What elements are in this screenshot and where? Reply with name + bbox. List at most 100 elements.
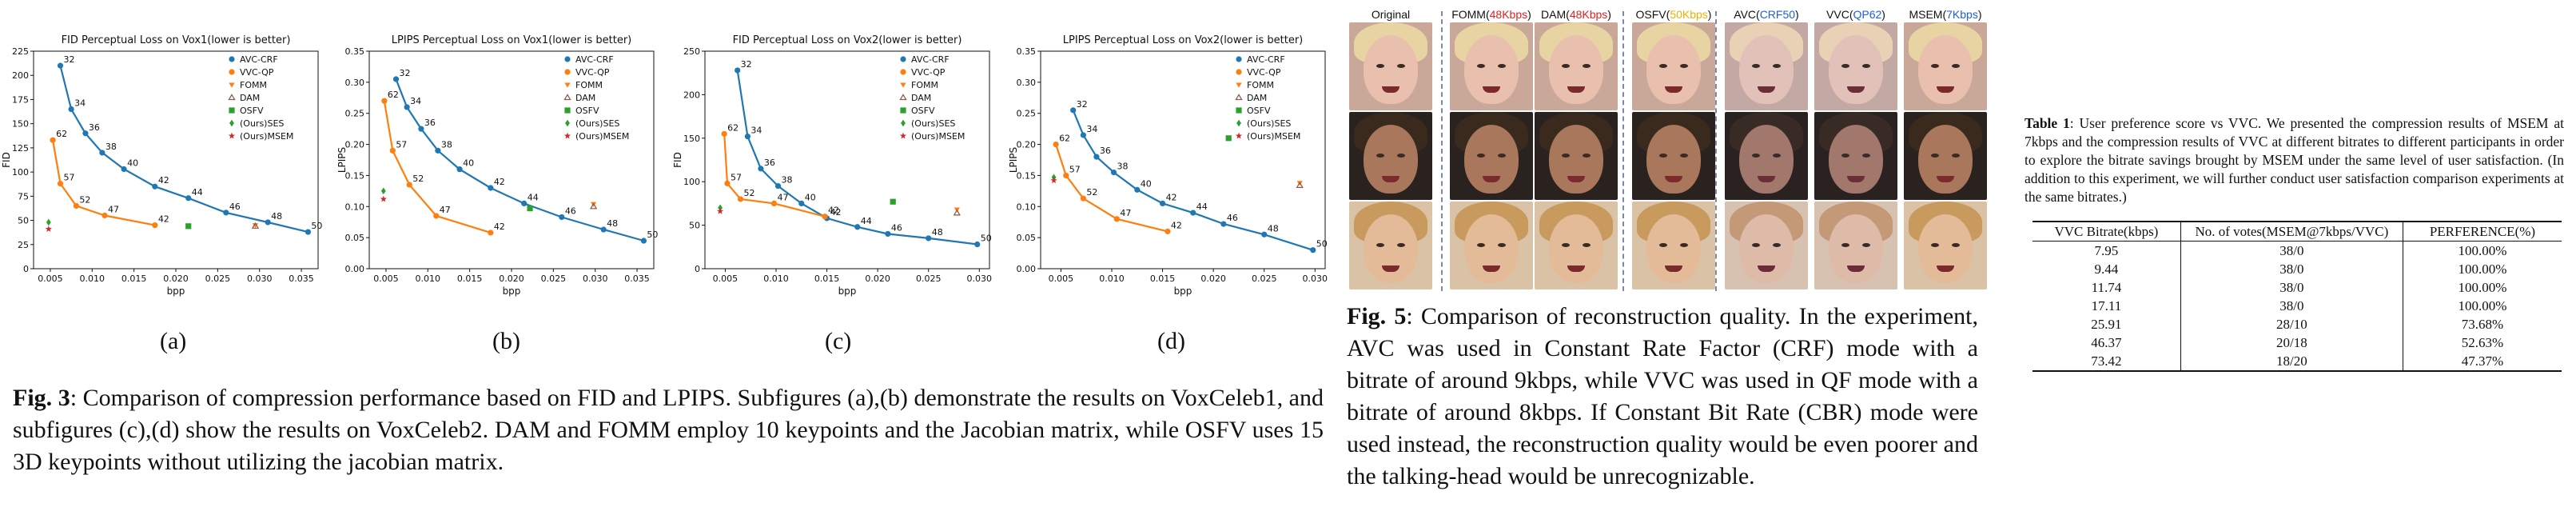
y-tick-label: 0.15: [345, 170, 365, 181]
legend-marker: [1235, 94, 1243, 101]
eye-shape: [1841, 64, 1849, 68]
chart-fid-vox2: FID Perceptual Loss on Vox2(lower is bet…: [671, 32, 1007, 304]
header-suffix: ): [1527, 8, 1531, 21]
eye-shape: [1583, 243, 1591, 247]
face-thumbnail: [1450, 112, 1533, 200]
eye-shape: [1773, 64, 1781, 68]
eye-shape: [1498, 243, 1506, 247]
mouth-shape: [1382, 265, 1399, 272]
eye-shape: [1498, 64, 1506, 68]
point-label: 36: [764, 158, 775, 168]
table-caption-text: : User preference score vs VVC. We prese…: [2025, 115, 2564, 205]
point-label: 46: [229, 202, 241, 212]
table-row: 17.11 38/0 100.00%: [2033, 297, 2562, 315]
face-thumbnail: [1904, 112, 1987, 200]
eye-shape: [1952, 243, 1960, 247]
data-point: [435, 147, 441, 154]
fig5-image-grid: Original FOMM(48Kbps) DAM(48Kbps) OSFV(50Kb…: [1347, 0, 2002, 296]
series-avc-crf: 32 34 36 38 40 42 44 46 48 50: [392, 68, 658, 244]
legend: AVC-CRF VVC-QP FOMM DAM OSFV (Ours)SES (Ours)M…: [1235, 54, 1300, 142]
eye-shape: [1862, 154, 1870, 158]
legend-entry: AVC-CRF: [240, 54, 278, 65]
cell-bitrate: 17.11: [2033, 297, 2181, 315]
legend-marker: [229, 119, 234, 127]
data-point: [1080, 195, 1086, 202]
eye-shape: [1659, 243, 1667, 247]
y-tick-label: 0: [23, 264, 29, 274]
cell-votes: 38/0: [2180, 297, 2403, 315]
x-tick-label: 0.015: [121, 273, 147, 284]
data-point: [82, 130, 89, 137]
x-tick-label: 0.025: [205, 273, 231, 284]
point-label: 48: [932, 227, 943, 238]
subfig-label-c: (c): [825, 328, 852, 354]
x-tick-label: 0.020: [1200, 273, 1226, 284]
plot-frame: [704, 50, 990, 269]
face-shape: [1549, 214, 1603, 283]
face-thumbnail: [1904, 202, 1987, 289]
series--ours-ses: [46, 218, 51, 226]
mouth-shape: [1567, 176, 1585, 182]
data-point: [418, 126, 424, 132]
x-axis-label: bpp: [167, 285, 185, 297]
header-suffix: ): [1881, 8, 1885, 21]
face-shape: [1549, 35, 1603, 104]
point-label: 38: [782, 175, 793, 186]
data-point: [121, 166, 127, 173]
mouth-shape: [1937, 176, 1954, 182]
data-point: [953, 209, 961, 216]
x-tick-label: 0.015: [1150, 273, 1176, 284]
legend-marker: [1235, 132, 1243, 139]
cell-votes: 28/10: [2180, 315, 2403, 333]
header-prefix: VVC(: [1826, 8, 1853, 21]
point-label: 42: [158, 175, 169, 186]
legend-marker: [565, 119, 570, 127]
y-tick-label: 225: [12, 46, 29, 57]
cell-bitrate: 11.74: [2033, 278, 2181, 297]
data-point: [265, 219, 271, 226]
legend-marker: [900, 56, 906, 62]
x-tick-label: 0.005: [373, 273, 399, 284]
y-tick-label: 0.20: [1017, 140, 1037, 150]
series-osfv: [527, 206, 533, 212]
point-label: 40: [463, 158, 474, 169]
y-tick-label: 150: [12, 119, 29, 130]
series--ours-ses: [718, 204, 723, 212]
header-votes: No. of votes(MSEM@7kbps/VVC): [2180, 221, 2403, 242]
eye-shape: [1931, 243, 1939, 247]
y-tick-label: 0: [695, 264, 700, 274]
cell-votes: 20/18: [2180, 333, 2403, 352]
legend-entry: OSFV: [575, 106, 599, 116]
mouth-shape: [1758, 265, 1775, 272]
point-label: 52: [412, 174, 424, 184]
data-point: [1053, 141, 1059, 148]
series-osfv: [185, 223, 192, 230]
data-point: [890, 198, 896, 205]
data-point: [381, 98, 388, 104]
legend-entry: VVC-QP: [1247, 67, 1281, 78]
x-tick-label: 0.015: [457, 273, 483, 284]
point-label: 50: [1316, 239, 1328, 250]
mouth-shape: [1937, 265, 1954, 272]
series-dam: [953, 209, 961, 216]
legend-marker: [564, 82, 571, 88]
legend: AVC-CRF VVC-QP FOMM DAM OSFV (Ours)SES (Ours)M…: [563, 54, 629, 142]
fig5-column-header: AVC(CRF50): [1722, 8, 1810, 21]
mouth-shape: [1937, 86, 1954, 93]
data-point: [1225, 135, 1232, 142]
series-avc-crf: 32 34 36 38 40 42 44 46 48 50: [57, 54, 322, 235]
x-tick-label: 0.020: [865, 273, 890, 284]
table-row: 25.91 28/10 73.68%: [2033, 315, 2562, 333]
legend-entry: OSFV: [240, 106, 264, 116]
header-highlight: CRF50: [1759, 8, 1796, 21]
point-label: 44: [528, 192, 539, 202]
series-vvc-qp: 62 57 52 47 42: [50, 129, 169, 229]
point-label: 52: [744, 188, 755, 198]
face-thumbnail: [1349, 112, 1432, 200]
cell-votes: 38/0: [2180, 260, 2403, 278]
header-prefix: DAM(: [1541, 8, 1570, 21]
cell-votes: 38/0: [2180, 241, 2403, 260]
fig3-caption-label: Fig. 3: [13, 385, 70, 411]
series-vvc-qp: 62 57 52 47 42: [381, 90, 505, 236]
y-tick-label: 200: [683, 90, 700, 100]
